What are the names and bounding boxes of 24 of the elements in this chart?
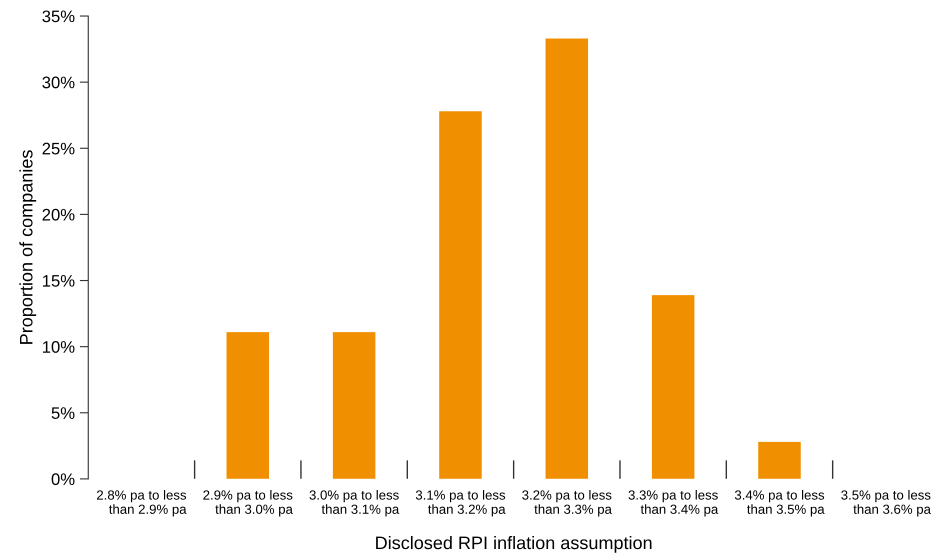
- bar: [332, 332, 376, 479]
- x-tick-label: 3.3% pa to less than 3.4% pa: [628, 490, 718, 517]
- y-tick-label: 35%: [42, 10, 74, 22]
- x-tick-label: 3.5% pa to less than 3.6% pa: [841, 490, 931, 517]
- x-tick-label: 3.2% pa to less than 3.3% pa: [522, 490, 612, 517]
- x-axis-title: Disclosed RPI inflation assumption: [376, 536, 652, 553]
- bar: [758, 442, 801, 479]
- y-tick-label: 20%: [42, 208, 74, 221]
- x-tick-label: 2.9% pa to less than 3.0% pa: [203, 490, 293, 517]
- x-tick-label: 2.8% pa to less than 2.9% pa: [96, 490, 187, 517]
- y-axis-title: Proportion of companies: [19, 150, 36, 344]
- x-tick-label: 3.0% pa to less than 3.1% pa: [310, 490, 400, 517]
- x-tick-label: 3.1% pa to less than 3.2% pa: [416, 490, 506, 517]
- y-tick-label: 5%: [52, 407, 74, 419]
- bar: [226, 332, 270, 479]
- y-tick-label: 15%: [42, 275, 74, 287]
- x-tick-label: 3.4% pa to less than 3.5% pa: [734, 490, 825, 517]
- y-tick-label: 30%: [42, 76, 74, 88]
- y-tick-label: 25%: [42, 142, 74, 154]
- bar: [439, 111, 482, 479]
- y-tick-label: 10%: [42, 341, 74, 353]
- bar: [546, 38, 588, 479]
- bar: [652, 295, 694, 479]
- y-tick-label: 0%: [52, 473, 74, 486]
